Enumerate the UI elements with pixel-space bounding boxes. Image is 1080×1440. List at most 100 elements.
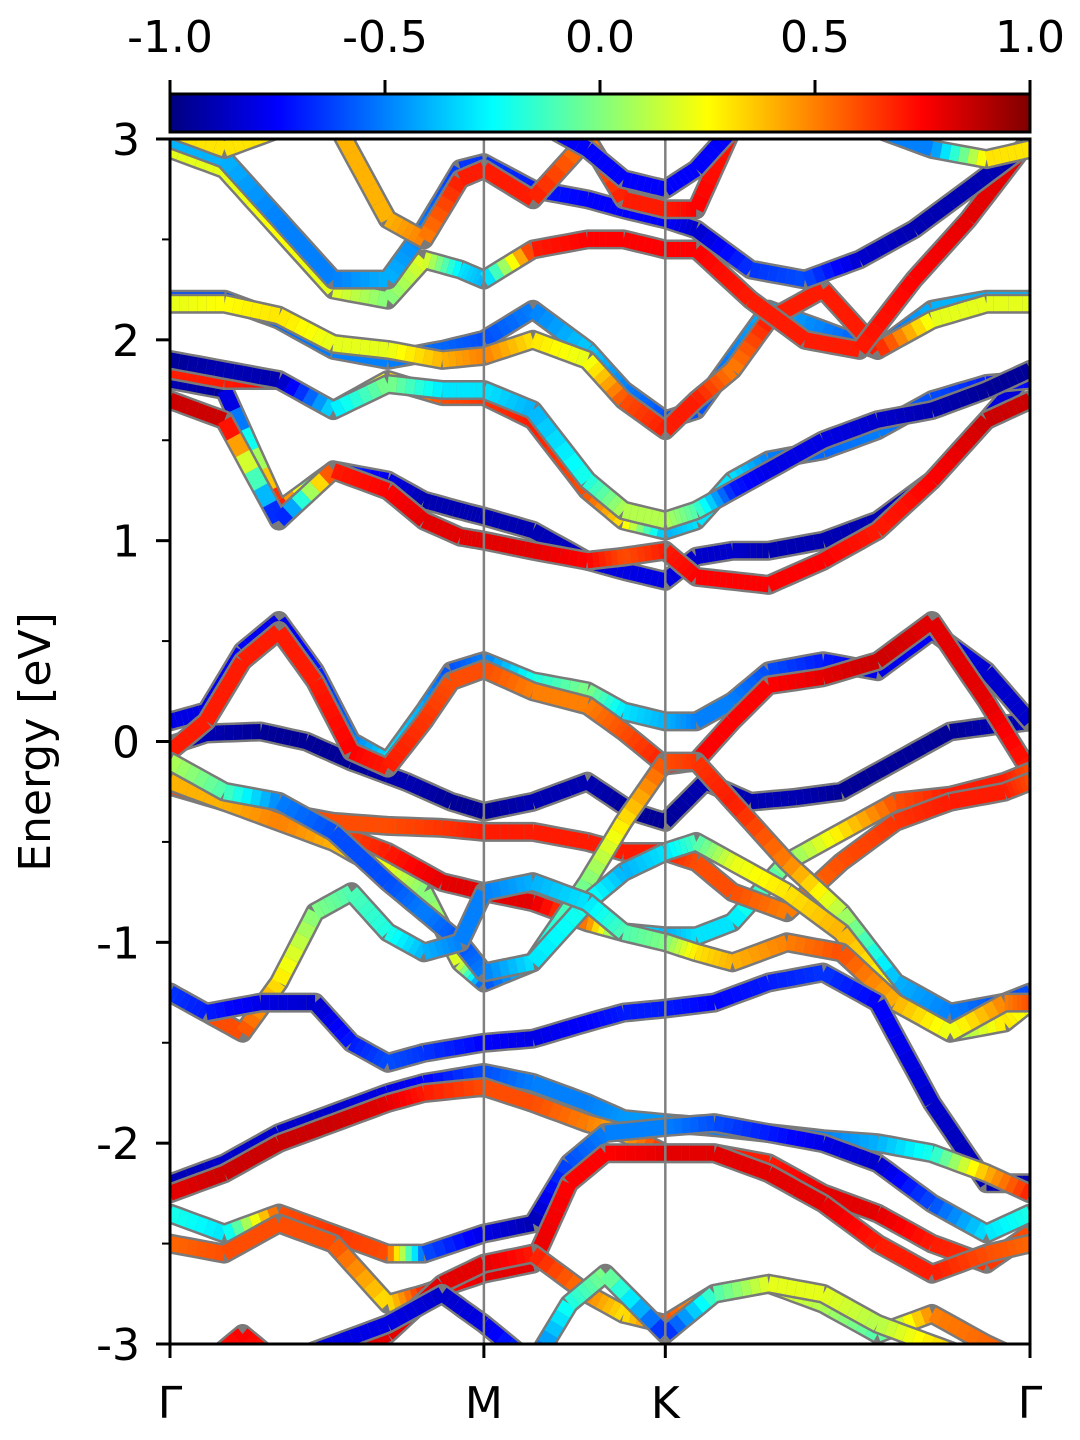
- band-segment: [359, 287, 371, 304]
- band-segment: [372, 199, 395, 223]
- band-segment: [725, 543, 734, 560]
- band-segment: [259, 369, 272, 386]
- band-segment: [360, 750, 373, 767]
- band-segment: [412, 716, 430, 734]
- band-segment: [523, 1246, 535, 1263]
- band-segment: [344, 148, 368, 173]
- band-segment: [964, 720, 974, 737]
- band-segment: [435, 195, 455, 214]
- band-segment: [678, 217, 689, 234]
- band-segment: [217, 677, 237, 696]
- band-segment: [912, 1142, 925, 1159]
- band-segment: [393, 1307, 410, 1326]
- band-segment: [957, 1001, 970, 1019]
- band-segment: [792, 293, 809, 312]
- band-segment: [394, 274, 412, 292]
- band-segment: [525, 1357, 533, 1364]
- band-segment: [420, 1292, 437, 1311]
- band-segment: [359, 816, 371, 832]
- band-segment: [772, 846, 793, 868]
- band-segment: [738, 982, 754, 1000]
- band-segment: [515, 540, 527, 557]
- band-segment: [785, 268, 798, 286]
- band-segment: [588, 1272, 605, 1290]
- band-segment: [821, 941, 834, 959]
- band-segment: [729, 952, 745, 970]
- band-segment: [405, 378, 416, 395]
- band-segment: [289, 730, 301, 748]
- band-segment: [691, 856, 708, 873]
- band-segment: [433, 788, 447, 806]
- band-line: [170, 872, 1030, 1043]
- band-segment: [348, 1326, 364, 1344]
- band-segment: [296, 920, 316, 940]
- band-segment: [668, 841, 678, 858]
- band-segment: [990, 1169, 1005, 1187]
- band-segment: [919, 991, 936, 1010]
- band-segment: [333, 1024, 351, 1042]
- band-segment: [402, 222, 416, 240]
- band-segment: [611, 388, 630, 406]
- band-segment: [584, 1096, 597, 1113]
- band-segment: [670, 553, 686, 570]
- band-segment: [622, 1004, 632, 1021]
- band-segment: [432, 1042, 446, 1059]
- band-segment: [884, 1320, 899, 1338]
- band-segment: [350, 815, 361, 832]
- band-segment: [979, 718, 989, 735]
- band-segment: [447, 175, 467, 194]
- band-segment: [727, 710, 744, 727]
- band-segment: [598, 551, 607, 567]
- band-segment: [624, 1122, 637, 1139]
- band-segment: [189, 720, 206, 738]
- band-segment: [948, 145, 961, 162]
- band-segment: [613, 721, 628, 738]
- band-segment: [275, 309, 292, 328]
- band-segment: [675, 558, 691, 574]
- band-segment: [867, 1135, 879, 1151]
- band-segment: [774, 880, 791, 899]
- band-segment: [692, 835, 706, 852]
- band-segment: [264, 1343, 267, 1344]
- band-segment: [710, 845, 724, 862]
- band-segment: [545, 927, 566, 948]
- band-segment: [278, 634, 298, 653]
- band-segment: [514, 335, 528, 353]
- band-segment: [575, 774, 590, 793]
- band-segment: [873, 1206, 891, 1226]
- band-line: [170, 349, 1030, 531]
- band-segment: [498, 536, 510, 554]
- band-segment: [250, 367, 263, 385]
- band-segment: [652, 811, 663, 828]
- band-segment: [664, 1000, 675, 1017]
- band-segment: [693, 926, 705, 944]
- band-segment: [1016, 1357, 1023, 1360]
- band-segment: [320, 398, 337, 417]
- band-segment: [757, 679, 775, 697]
- band-segment: [938, 396, 953, 414]
- band-segment: [538, 529, 555, 548]
- band-segment: [432, 381, 444, 398]
- band-segment: [537, 1254, 556, 1274]
- band-segment: [540, 826, 553, 843]
- band-segment: [531, 240, 544, 257]
- band-segment: [393, 250, 412, 268]
- band-segment: [942, 1340, 953, 1344]
- band-segment: [787, 790, 797, 806]
- band-segment: [339, 1109, 354, 1127]
- band-segment: [803, 1283, 816, 1300]
- band-segment: [320, 701, 340, 720]
- band-segment: [212, 1354, 218, 1359]
- band-segment: [803, 655, 816, 672]
- band-segment: [812, 334, 825, 351]
- band-segment: [729, 885, 745, 903]
- band-segment: [855, 770, 873, 789]
- band-segment: [754, 826, 775, 847]
- band-segment: [865, 1203, 881, 1221]
- band-segment: [367, 838, 382, 856]
- band-segment: [231, 1328, 248, 1344]
- y-tick-label: 1: [112, 517, 140, 568]
- band-segment: [673, 215, 684, 232]
- band-segment: [597, 1010, 608, 1027]
- band-segment: [757, 895, 772, 913]
